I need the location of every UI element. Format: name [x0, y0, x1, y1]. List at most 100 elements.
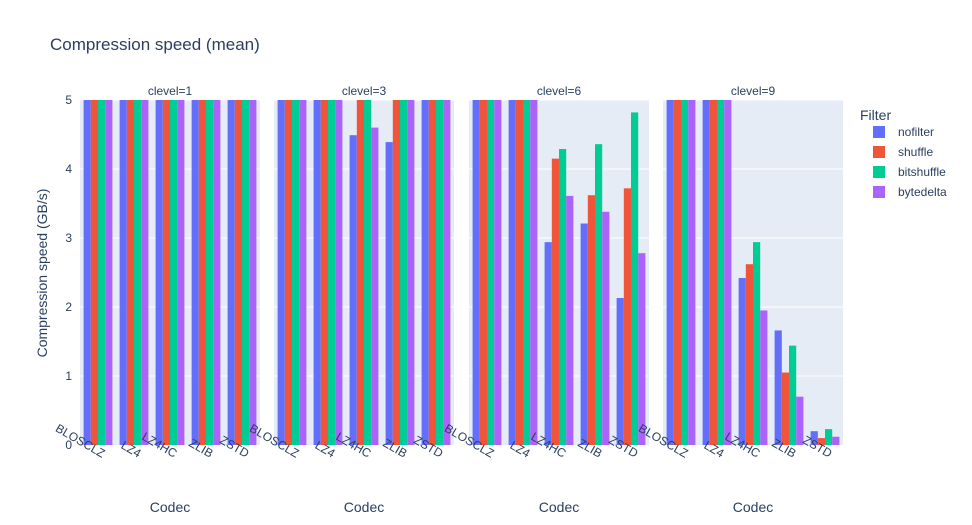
- bar-bytedelta-lz4: [335, 100, 343, 445]
- y-tick-label: 2: [65, 300, 72, 314]
- bar-nofilter-lz4hc: [155, 100, 163, 445]
- bar-shuffle-lz4hc: [745, 264, 753, 445]
- bar-shuffle-zlib: [781, 372, 789, 445]
- bar-shuffle-lz4hc: [162, 100, 170, 445]
- bar-shuffle-blosclz: [284, 100, 292, 445]
- bar-nofilter-zlib: [385, 142, 393, 445]
- legend-swatch-bitshuffle: [873, 166, 885, 178]
- y-tick-label: 4: [65, 162, 72, 176]
- bar-bytedelta-zstd: [249, 100, 257, 445]
- y-axis-title: Compression speed (GB/s): [34, 189, 50, 358]
- bar-nofilter-zstd: [810, 431, 818, 445]
- facet-label: clevel=3: [342, 84, 387, 98]
- legend-title: Filter: [860, 107, 891, 123]
- x-axis-title: Codec: [733, 499, 773, 515]
- bar-bytedelta-zstd: [443, 100, 451, 445]
- bar-bitshuffle-zstd: [436, 100, 444, 445]
- bar-shuffle-zlib: [198, 100, 206, 445]
- bar-shuffle-lz4: [320, 100, 328, 445]
- bar-nofilter-zlib: [191, 100, 199, 445]
- bar-nofilter-lz4hc: [544, 242, 552, 445]
- bar-nofilter-zstd: [421, 100, 429, 445]
- bar-shuffle-lz4: [515, 100, 523, 445]
- legend-swatch-shuffle: [873, 146, 885, 158]
- bar-bytedelta-blosclz: [105, 100, 113, 445]
- x-axis-title: Codec: [150, 499, 190, 515]
- bar-bytedelta-zlib: [796, 396, 804, 445]
- y-tick-label: 5: [65, 93, 72, 107]
- bar-shuffle-zstd: [817, 438, 825, 445]
- bar-nofilter-blosclz: [277, 100, 285, 445]
- bar-bytedelta-blosclz: [688, 100, 696, 445]
- bar-shuffle-lz4hc: [356, 100, 364, 445]
- bar-shuffle-zstd: [234, 100, 242, 445]
- bar-bytedelta-lz4hc: [566, 195, 574, 445]
- legend-label-shuffle: shuffle: [898, 145, 933, 159]
- bar-shuffle-blosclz: [90, 100, 98, 445]
- bar-shuffle-lz4: [126, 100, 134, 445]
- bar-bytedelta-zstd: [638, 253, 646, 445]
- bar-bitshuffle-lz4hc: [559, 148, 567, 446]
- bar-bitshuffle-lz4: [328, 100, 336, 445]
- y-tick-label: 3: [65, 231, 72, 245]
- bar-bitshuffle-zstd: [825, 429, 833, 445]
- bar-shuffle-blosclz: [673, 100, 681, 445]
- x-axis-title: Codec: [539, 499, 579, 515]
- y-tick-label: 0: [65, 438, 72, 452]
- bar-bitshuffle-lz4: [523, 100, 531, 445]
- bar-bitshuffle-lz4hc: [170, 100, 178, 445]
- bar-bitshuffle-zlib: [400, 100, 408, 445]
- bar-bytedelta-lz4hc: [177, 100, 185, 445]
- bar-nofilter-zlib: [774, 330, 782, 445]
- bar-bitshuffle-lz4: [134, 100, 142, 445]
- bar-nofilter-blosclz: [666, 100, 674, 445]
- bar-nofilter-lz4hc: [738, 278, 746, 445]
- bar-bytedelta-zlib: [213, 100, 221, 445]
- bar-bitshuffle-blosclz: [681, 100, 689, 445]
- bar-bitshuffle-zlib: [595, 144, 603, 445]
- bar-bitshuffle-lz4hc: [753, 242, 761, 445]
- bar-nofilter-blosclz: [472, 100, 480, 445]
- bar-nofilter-lz4: [313, 100, 321, 445]
- bar-shuffle-zlib: [392, 100, 400, 445]
- legend-swatch-nofilter: [873, 126, 885, 138]
- legend-label-bytedelta: bytedelta: [898, 185, 947, 199]
- bar-nofilter-lz4: [508, 100, 516, 445]
- bar-shuffle-zstd: [428, 100, 436, 445]
- bar-nofilter-lz4hc: [349, 135, 357, 445]
- legend-label-nofilter: nofilter: [898, 125, 934, 139]
- bar-bitshuffle-zstd: [242, 100, 250, 445]
- bar-bytedelta-lz4: [530, 100, 538, 445]
- y-tick-label: 1: [65, 369, 72, 383]
- legend-label-bitshuffle: bitshuffle: [898, 165, 946, 179]
- bar-bitshuffle-blosclz: [487, 100, 495, 445]
- x-axis-title: Codec: [344, 499, 384, 515]
- bar-bytedelta-lz4hc: [760, 310, 768, 445]
- bar-nofilter-lz4: [119, 100, 127, 445]
- legend: Filter nofilter shuffle bitshuffle bytedelt…: [860, 107, 947, 199]
- bar-bytedelta-blosclz: [494, 100, 502, 445]
- bar-shuffle-lz4: [709, 100, 717, 445]
- bar-nofilter-zstd: [227, 100, 235, 445]
- chart-title: Compression speed (mean): [50, 35, 260, 54]
- bar-shuffle-zstd: [623, 188, 631, 445]
- bar-bytedelta-blosclz: [299, 100, 307, 445]
- facet-label: clevel=9: [731, 84, 776, 98]
- facet-label: clevel=6: [537, 84, 582, 98]
- bar-bytedelta-zlib: [602, 211, 610, 445]
- bar-bitshuffle-lz4: [717, 100, 725, 445]
- bar-bitshuffle-blosclz: [292, 100, 300, 445]
- bar-nofilter-lz4: [702, 100, 710, 445]
- bar-bitshuffle-zlib: [206, 100, 214, 445]
- bar-bytedelta-lz4hc: [371, 127, 379, 445]
- bar-shuffle-blosclz: [479, 100, 487, 445]
- bar-bitshuffle-zstd: [631, 112, 639, 446]
- bar-bytedelta-zlib: [407, 100, 415, 445]
- legend-items: nofilter shuffle bitshuffle bytedelta: [873, 125, 947, 199]
- bar-nofilter-blosclz: [83, 100, 91, 445]
